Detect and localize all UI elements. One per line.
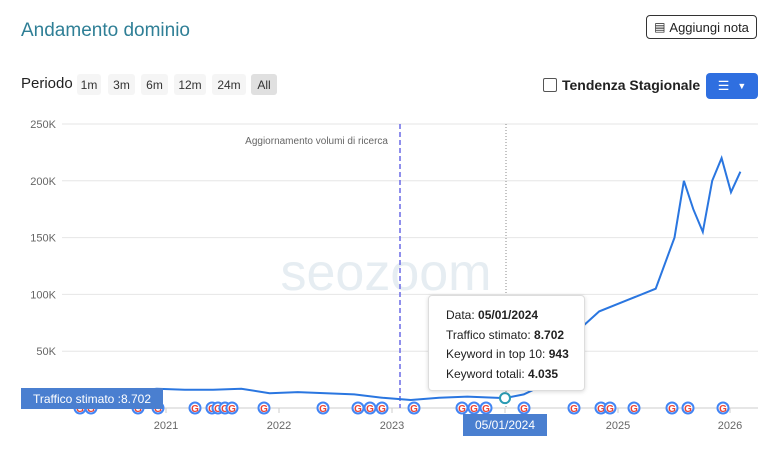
google-update-icon[interactable]: G: [363, 401, 377, 416]
google-update-icon[interactable]: G: [479, 401, 493, 416]
google-update-icon[interactable]: G: [188, 401, 202, 416]
y-tick-label: 250K: [30, 119, 56, 131]
svg-text:G: G: [630, 404, 638, 415]
tooltip-top10-value: 943: [548, 347, 569, 361]
svg-text:G: G: [378, 404, 386, 415]
google-update-icon[interactable]: G: [467, 401, 481, 416]
crosshair-date-badge: 05/01/2024: [463, 414, 547, 436]
svg-text:G: G: [684, 404, 692, 415]
x-tick-label: 2021: [154, 420, 178, 432]
seasonal-trend-label: Tendenza Stagionale: [562, 77, 701, 93]
seasonal-trend-toggle[interactable]: Tendenza Stagionale: [543, 77, 700, 93]
google-update-icon[interactable]: G: [351, 401, 365, 416]
y-tick-label: 100K: [30, 289, 56, 301]
period-label: Periodo: [21, 75, 73, 92]
period-24m-button[interactable]: 24m: [212, 74, 246, 95]
chart-menu-button[interactable]: ☰ ▼: [706, 73, 758, 99]
period-all-button[interactable]: All: [251, 74, 277, 95]
google-update-icon[interactable]: G: [665, 401, 679, 416]
svg-text:G: G: [410, 404, 418, 415]
svg-text:G: G: [597, 404, 605, 415]
add-note-label: Aggiungi nota: [669, 19, 749, 35]
traffic-chart: seozoom 250K 200K 150K 100K 50K 2021 2022 2023…: [30, 119, 758, 432]
svg-text:G: G: [470, 404, 478, 415]
svg-text:G: G: [354, 404, 362, 415]
svg-text:G: G: [87, 404, 95, 415]
x-tick-label: 2026: [718, 420, 742, 432]
svg-text:G: G: [228, 404, 236, 415]
google-update-icon[interactable]: G: [517, 401, 531, 416]
google-update-icon[interactable]: G: [627, 401, 641, 416]
tooltip-date-value: 05/01/2024: [478, 308, 539, 322]
hamburger-menu-icon: ☰: [717, 78, 730, 93]
svg-text:G: G: [520, 404, 528, 415]
tooltip-total-value: 4.035: [528, 366, 559, 381]
x-tick-label: 2023: [380, 420, 404, 432]
data-tooltip: Data: 05/01/2024 Traffico stimato: 8.702…: [428, 295, 585, 391]
svg-text:G: G: [221, 404, 229, 415]
svg-text:G: G: [214, 404, 222, 415]
google-update-icon[interactable]: G: [257, 401, 271, 416]
google-update-icon[interactable]: G: [407, 401, 421, 416]
svg-text:G: G: [260, 404, 268, 415]
svg-text:G: G: [606, 404, 614, 415]
tooltip-traffic-label: Traffico stimato:: [446, 327, 531, 342]
x-tick-label: 2025: [606, 420, 630, 432]
chart-watermark: seozoom: [281, 244, 492, 302]
period-6m-button[interactable]: 6m: [141, 74, 168, 95]
svg-text:G: G: [458, 404, 466, 415]
svg-text:G: G: [668, 404, 676, 415]
y-tick-label: 50K: [36, 346, 56, 358]
svg-text:G: G: [366, 404, 374, 415]
period-1m-button[interactable]: 1m: [77, 74, 101, 95]
period-3m-button[interactable]: 3m: [108, 74, 135, 95]
svg-text:G: G: [154, 404, 162, 415]
y-tick-label: 200K: [30, 176, 56, 188]
seasonal-trend-checkbox[interactable]: [543, 78, 557, 92]
google-update-icon[interactable]: G: [375, 401, 389, 416]
google-update-icon[interactable]: G: [316, 401, 330, 416]
google-update-markers: GGGGGGGGGGGGGGGGGGGGGGGGGG: [73, 401, 730, 416]
svg-text:G: G: [134, 404, 142, 415]
svg-text:G: G: [482, 404, 490, 415]
google-update-icon[interactable]: G: [567, 401, 581, 416]
x-axis-ticks: 202120222023202420252026: [154, 408, 742, 432]
y-tick-label: 150K: [30, 233, 56, 245]
google-update-icon[interactable]: G: [716, 401, 730, 416]
svg-text:G: G: [570, 404, 578, 415]
tooltip-date-label: Data:: [446, 308, 475, 322]
google-update-icon[interactable]: G: [225, 401, 239, 416]
google-update-icon[interactable]: G: [681, 401, 695, 416]
page-title: Andamento dominio: [21, 20, 190, 41]
google-update-icon[interactable]: G: [603, 401, 617, 416]
svg-text:G: G: [319, 404, 327, 415]
svg-text:G: G: [76, 404, 84, 415]
period-12m-button[interactable]: 12m: [174, 74, 206, 95]
hovered-data-point[interactable]: [499, 392, 511, 405]
tooltip-total-label: Keyword totali:: [446, 366, 525, 381]
y-axis-ticks: 250K 200K 150K 100K 50K: [30, 119, 56, 358]
notes-icon: ▤: [654, 20, 666, 34]
crosshair-traffic-badge: Traffico stimato :8.702: [21, 388, 163, 409]
x-tick-label: 2022: [267, 420, 291, 432]
search-volume-update-annotation: Aggiornamento volumi di ricerca: [245, 136, 388, 147]
add-note-button[interactable]: ▤ Aggiungi nota: [646, 15, 757, 39]
svg-text:G: G: [191, 404, 199, 415]
tooltip-top10-label: Keyword in top 10:: [446, 347, 546, 361]
chevron-down-icon: ▼: [737, 81, 747, 91]
tooltip-traffic-value: 8.702: [534, 327, 565, 342]
svg-text:G: G: [719, 404, 727, 415]
